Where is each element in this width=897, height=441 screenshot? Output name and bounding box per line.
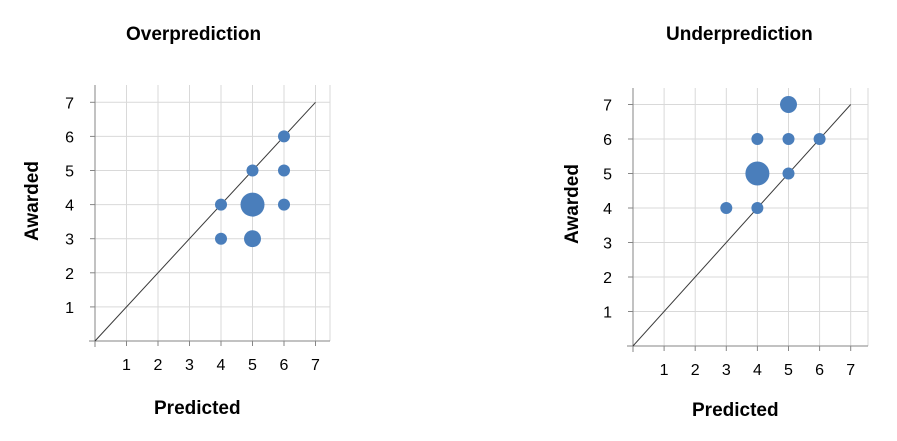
data-point — [278, 130, 290, 143]
y-tick-label: 1 — [603, 305, 612, 322]
x-tick-label: 7 — [846, 362, 855, 379]
x-tick-label: 1 — [660, 362, 669, 379]
y-tick-label: 7 — [65, 95, 74, 112]
y-tick-label: 1 — [65, 300, 74, 317]
y-tick-label: 2 — [603, 270, 612, 287]
y-tick-label: 5 — [603, 167, 612, 184]
x-tick-label: 2 — [691, 362, 700, 379]
x-tick-label: 3 — [185, 357, 194, 374]
scatter-plot-area: 1 2 3 4 5 6 7 1 2 3 4 5 6 7 — [603, 88, 869, 379]
y-tick-label: 2 — [65, 266, 74, 283]
y-tick-label: 5 — [65, 164, 74, 181]
data-point — [240, 192, 265, 217]
scatter-plot-area: 1 2 3 4 5 6 7 1 2 3 4 5 6 7 — [65, 85, 331, 374]
x-tick-label: 6 — [815, 362, 824, 379]
data-point — [720, 202, 733, 214]
x-tick-label: 6 — [280, 357, 289, 374]
data-point — [745, 161, 770, 186]
data-point — [813, 133, 826, 145]
data-point — [751, 202, 764, 214]
x-axis-label: Predicted — [692, 400, 779, 421]
y-tick-label: 4 — [65, 198, 74, 215]
data-point — [780, 96, 797, 113]
x-tick-label: 5 — [784, 362, 793, 379]
x-axis-label: Predicted — [154, 398, 241, 419]
y-tick-label: 7 — [603, 98, 612, 115]
x-tick-label: 2 — [154, 357, 163, 374]
data-point — [782, 133, 795, 145]
data-point — [215, 232, 227, 245]
y-tick-label: 3 — [65, 232, 74, 249]
data-point — [278, 198, 290, 211]
data-point — [246, 164, 259, 177]
x-tick-label: 7 — [311, 357, 320, 374]
chart-title: Underprediction — [666, 24, 813, 45]
y-tick-label: 4 — [603, 201, 612, 218]
chart-title: Overprediction — [126, 24, 262, 45]
y-tick-label: 6 — [65, 129, 74, 146]
x-tick-label: 4 — [753, 362, 762, 379]
x-tick-label: 3 — [722, 362, 731, 379]
y-tick-label: 6 — [603, 132, 612, 149]
data-point — [244, 230, 261, 248]
data-point — [751, 133, 764, 145]
x-tick-label: 1 — [122, 357, 131, 374]
x-tick-label: 5 — [248, 357, 257, 374]
reference-line-y-equals-x — [632, 104, 852, 347]
x-tick-label: 4 — [217, 357, 226, 374]
reference-line-y-equals-x — [94, 101, 316, 342]
data-point — [215, 198, 227, 211]
data-point — [782, 167, 795, 180]
y-tick-label: 3 — [603, 236, 612, 253]
data-point — [278, 164, 290, 177]
